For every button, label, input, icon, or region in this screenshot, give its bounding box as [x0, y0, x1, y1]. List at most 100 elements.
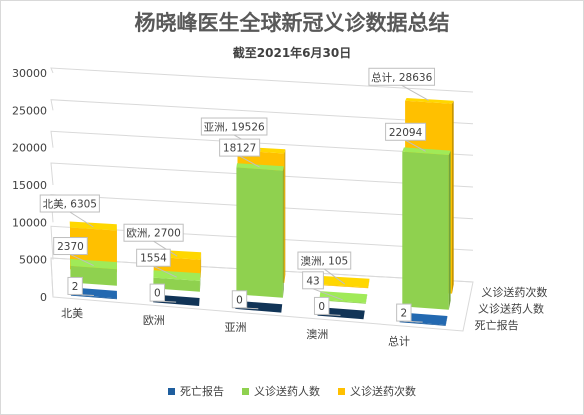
bar-side [284, 149, 286, 283]
y-tick-label: 25000 [12, 104, 47, 117]
bar-top [153, 270, 201, 281]
data-label-text: 43 [306, 275, 319, 287]
bar [153, 270, 201, 292]
data-label: 0 [313, 296, 341, 316]
legend-item-times: 义诊送药次数 [338, 383, 416, 399]
data-label-leader [324, 268, 346, 285]
data-label: 1554 [136, 248, 177, 278]
data-label: 0 [149, 283, 177, 303]
bar-top [70, 259, 117, 270]
depth-axis-label: 义诊送药人数 [478, 302, 544, 316]
data-label-box [302, 271, 324, 290]
data-label-text: 2 [401, 308, 408, 320]
depth-axis-label: 义诊送药次数 [481, 285, 547, 299]
bar-top [319, 291, 368, 303]
bar-side [282, 166, 284, 298]
data-label: 0 [231, 290, 259, 310]
gridline [50, 130, 474, 156]
bar-front [153, 277, 200, 292]
data-label-text: 北美, 6305 [43, 198, 97, 211]
gridline [50, 67, 474, 93]
legend-label-deaths: 死亡报告 [180, 385, 224, 398]
data-label-leader [153, 265, 177, 278]
bar [319, 291, 368, 304]
data-label: 北美, 6305 [39, 194, 100, 228]
bar-front [399, 321, 446, 326]
bar [70, 259, 117, 286]
data-label-text: 0 [236, 294, 243, 306]
data-label-text: 澳洲, 105 [300, 255, 348, 268]
bar-front [319, 299, 366, 304]
bar-top [405, 98, 454, 104]
data-label-text: 18127 [223, 143, 256, 155]
data-label: 澳洲, 105 [297, 251, 352, 285]
data-label: 18127 [219, 138, 261, 168]
data-label-box [53, 237, 88, 256]
legend-swatch-people [242, 387, 249, 395]
gridline [50, 225, 474, 260]
x-category-label: 总计 [388, 334, 410, 348]
data-label-box [123, 223, 184, 242]
data-label-text: 22094 [389, 127, 423, 139]
bar [236, 163, 284, 298]
data-label: 总计, 28636 [368, 67, 436, 101]
data-label: 22094 [385, 122, 427, 152]
data-label: 2370 [53, 237, 94, 266]
bar-side [200, 252, 202, 278]
chart-title: 杨晓峰医生全球新冠义诊数据总结 [134, 11, 450, 35]
y-tick-labels: 0 5000 10000 15000 20000 25000 30000 [12, 67, 47, 304]
y-tick-label: 0 [40, 291, 47, 304]
x-category-label: 北美 [61, 307, 83, 320]
bar-side [365, 294, 368, 304]
bar-front [321, 284, 369, 289]
data-label-box [136, 248, 171, 267]
data-label-box [149, 283, 166, 302]
legend-item-people: 义诊送药人数 [242, 383, 320, 399]
bar-front [402, 151, 449, 310]
bar-front [236, 167, 283, 298]
y-tick-label: 5000 [19, 254, 47, 267]
y-tick-label: 20000 [12, 142, 47, 155]
legend-label-people: 义诊送药人数 [254, 385, 320, 398]
chart-floor [50, 257, 474, 332]
data-label: 亚洲, 19526 [200, 117, 268, 151]
data-label-text: 0 [154, 288, 161, 300]
gridline [50, 99, 474, 125]
data-label: 2 [67, 276, 94, 296]
bar-side [368, 278, 370, 289]
data-label-leader [69, 211, 94, 228]
data-label-box [231, 290, 248, 309]
data-label-leader [70, 254, 94, 266]
data-label: 43 [302, 271, 343, 301]
bar-side [452, 100, 454, 294]
y-tick-label: 10000 [12, 216, 47, 229]
data-label-leader [405, 139, 426, 152]
y-tick-label: 15000 [12, 179, 47, 192]
bar-side [448, 150, 451, 310]
data-label: 2 [396, 303, 423, 323]
depth-axis-label: 死亡报告 [475, 318, 519, 332]
data-label-leader [401, 84, 429, 101]
data-label-box [368, 67, 436, 86]
x-category-label: 亚洲 [225, 321, 247, 334]
data-label-leader [239, 155, 260, 168]
chart-subtitle: 截至2021年6月30日 [232, 46, 352, 60]
bar [402, 147, 451, 310]
bar-top [402, 147, 451, 155]
data-label-text: 2370 [57, 241, 84, 253]
data-label-text: 总计, 28636 [371, 71, 432, 84]
data-label-text: 0 [318, 301, 325, 313]
chart-legend: 死亡报告 义诊送药人数 义诊送药次数 [1, 383, 583, 399]
data-label-box [297, 251, 352, 270]
data-label-box [385, 122, 427, 141]
bar-side [445, 316, 448, 326]
data-labels: 北美, 6305 欧洲, 2700 亚洲, 19526 澳洲, 105 总计, 2863… [39, 67, 436, 323]
data-label-text: 欧洲, 2700 [126, 228, 180, 240]
legend-swatch-times [338, 387, 345, 395]
legend-swatch-deaths [168, 387, 175, 395]
data-label-text: 1554 [140, 253, 167, 265]
bar-top [69, 221, 117, 231]
bar-front [70, 294, 117, 300]
